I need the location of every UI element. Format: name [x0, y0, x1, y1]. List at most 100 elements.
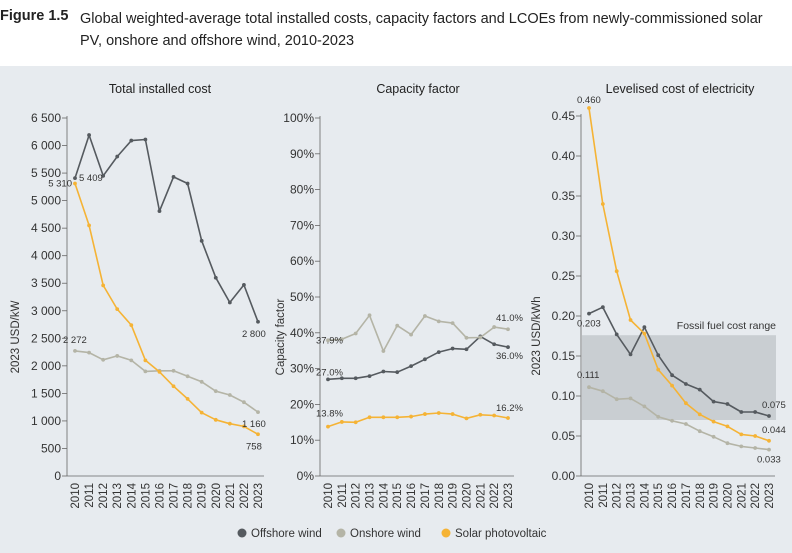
y-tick-label: 3 000	[31, 304, 61, 318]
data-point-solar	[87, 223, 91, 228]
data-point-solar	[367, 415, 372, 420]
data-point-solar	[185, 396, 190, 401]
x-tick-label: 2013	[365, 483, 377, 509]
data-point-solar	[464, 416, 469, 421]
data-point-offshore	[600, 305, 605, 310]
data-point-onshore	[353, 331, 358, 336]
data-point-offshore	[753, 410, 758, 414]
y-tick-label: 1 000	[31, 414, 61, 428]
data-point-onshore	[339, 337, 344, 342]
data-point-onshore	[185, 374, 190, 379]
series-line-onshore	[588, 386, 770, 451]
x-tick-label: 2010	[584, 483, 596, 509]
data-point-onshore	[326, 338, 330, 343]
data-point-offshore	[326, 377, 330, 382]
data-point-solar	[697, 412, 702, 417]
data-point-solar	[767, 438, 771, 443]
y-tick-label: 0.05	[552, 429, 576, 443]
data-point-offshore	[492, 342, 497, 347]
y-tick-label: 0.40	[552, 149, 576, 163]
figure-title: Global weighted-average total installed …	[80, 11, 763, 49]
data-label: 37.9%	[316, 335, 343, 346]
x-tick-label: 2016	[667, 483, 679, 509]
y-tick-label: 100%	[283, 111, 314, 125]
series-line-offshore	[74, 134, 259, 323]
y-axis-label: 2023 USD/kW	[10, 300, 22, 373]
panel-title: Capacity factor	[376, 82, 459, 96]
data-point-offshore	[628, 352, 633, 357]
y-tick-label: 5 500	[31, 166, 61, 180]
data-point-offshore	[367, 374, 372, 379]
data-label: 0.044	[762, 425, 786, 436]
data-point-solar	[129, 323, 134, 327]
data-point-offshore	[725, 402, 730, 406]
data-point-onshore	[101, 357, 106, 362]
data-point-onshore	[492, 325, 497, 329]
data-point-offshore	[381, 369, 386, 374]
x-tick-label: 2018	[434, 483, 446, 509]
data-point-solar	[450, 412, 455, 416]
x-tick-label: 2023	[764, 483, 776, 509]
data-point-onshore	[656, 414, 661, 419]
data-point-solar	[409, 414, 413, 419]
y-tick-label: 1 500	[31, 386, 61, 400]
y-tick-label: 70%	[290, 218, 314, 232]
data-point-onshore	[478, 335, 483, 340]
x-tick-label: 2014	[126, 482, 138, 508]
data-point-onshore	[670, 418, 674, 423]
y-tick-label: 5 000	[31, 194, 61, 208]
data-point-solar	[478, 412, 483, 417]
series-line-offshore	[588, 306, 770, 417]
data-point-offshore	[409, 364, 413, 368]
y-tick-label: 30%	[290, 362, 314, 376]
data-point-offshore	[101, 173, 106, 178]
data-point-onshore	[227, 393, 232, 397]
y-tick-label: 20%	[290, 397, 314, 411]
x-tick-label: 2012	[98, 483, 110, 509]
y-tick-label: 40%	[290, 326, 314, 340]
x-tick-label: 2011	[84, 483, 96, 508]
data-label: 36.0%	[496, 351, 523, 362]
y-tick-label: 6 500	[31, 111, 61, 125]
x-tick-label: 2021	[736, 483, 748, 509]
data-point-offshore	[395, 370, 400, 375]
series-line-solar	[74, 183, 259, 435]
x-tick-label: 2023	[253, 483, 265, 509]
figure-number: Figure 1.5	[0, 8, 69, 24]
data-point-solar	[684, 401, 688, 406]
data-point-onshore	[242, 400, 246, 405]
data-point-solar	[213, 417, 218, 422]
x-tick-label: 2019	[448, 483, 460, 509]
data-point-offshore	[506, 345, 510, 350]
data-label: 5 310	[48, 179, 72, 190]
y-tick-label: 4 500	[31, 221, 61, 235]
data-point-onshore	[642, 404, 647, 409]
data-point-solar	[492, 413, 497, 418]
data-point-solar	[115, 307, 120, 312]
x-tick-label: 2011	[598, 483, 610, 508]
data-point-onshore	[684, 422, 688, 426]
x-tick-label: 2023	[503, 483, 515, 509]
data-point-solar	[656, 367, 661, 372]
x-tick-label: 2013	[112, 483, 124, 509]
chart-panel	[0, 66, 792, 553]
data-label: 1 160	[242, 419, 266, 430]
y-tick-label: 60%	[290, 254, 314, 268]
y-tick-label: 0.10	[552, 389, 576, 403]
data-point-onshore	[115, 354, 120, 358]
x-tick-label: 2012	[612, 483, 624, 509]
data-point-offshore	[199, 238, 204, 243]
x-tick-label: 2018	[183, 483, 195, 509]
legend-marker-onshore	[336, 528, 346, 538]
data-point-onshore	[725, 441, 730, 446]
y-tick-label: 0%	[297, 469, 315, 483]
data-label: 0.460	[577, 95, 601, 106]
data-point-solar	[739, 432, 744, 437]
data-point-offshore	[256, 319, 260, 324]
data-point-onshore	[423, 314, 427, 318]
data-label: 13.8%	[316, 409, 343, 420]
x-tick-label: 2015	[140, 483, 152, 509]
data-point-solar	[600, 202, 605, 206]
data-point-onshore	[753, 446, 758, 450]
